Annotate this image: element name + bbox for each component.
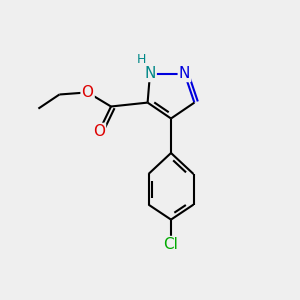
Text: N: N [144, 66, 156, 81]
Text: Cl: Cl [164, 237, 178, 252]
Text: N: N [179, 66, 190, 81]
Text: O: O [82, 85, 94, 100]
Text: H: H [137, 52, 146, 66]
Text: O: O [93, 124, 105, 139]
